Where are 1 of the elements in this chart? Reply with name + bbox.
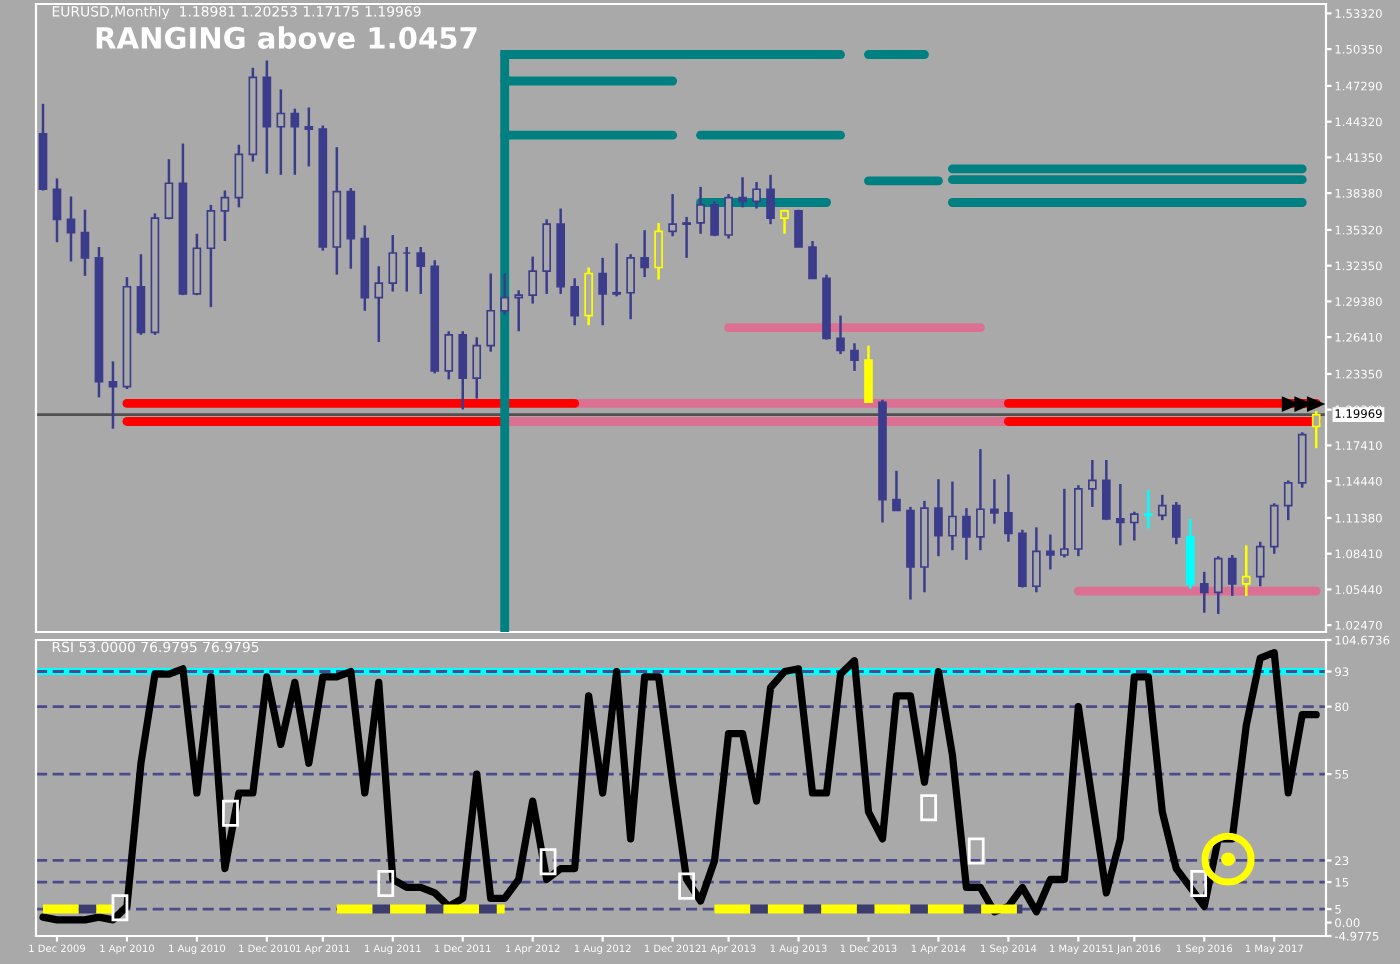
annotation: RANGING above 1.0457 <box>96 26 477 49</box>
